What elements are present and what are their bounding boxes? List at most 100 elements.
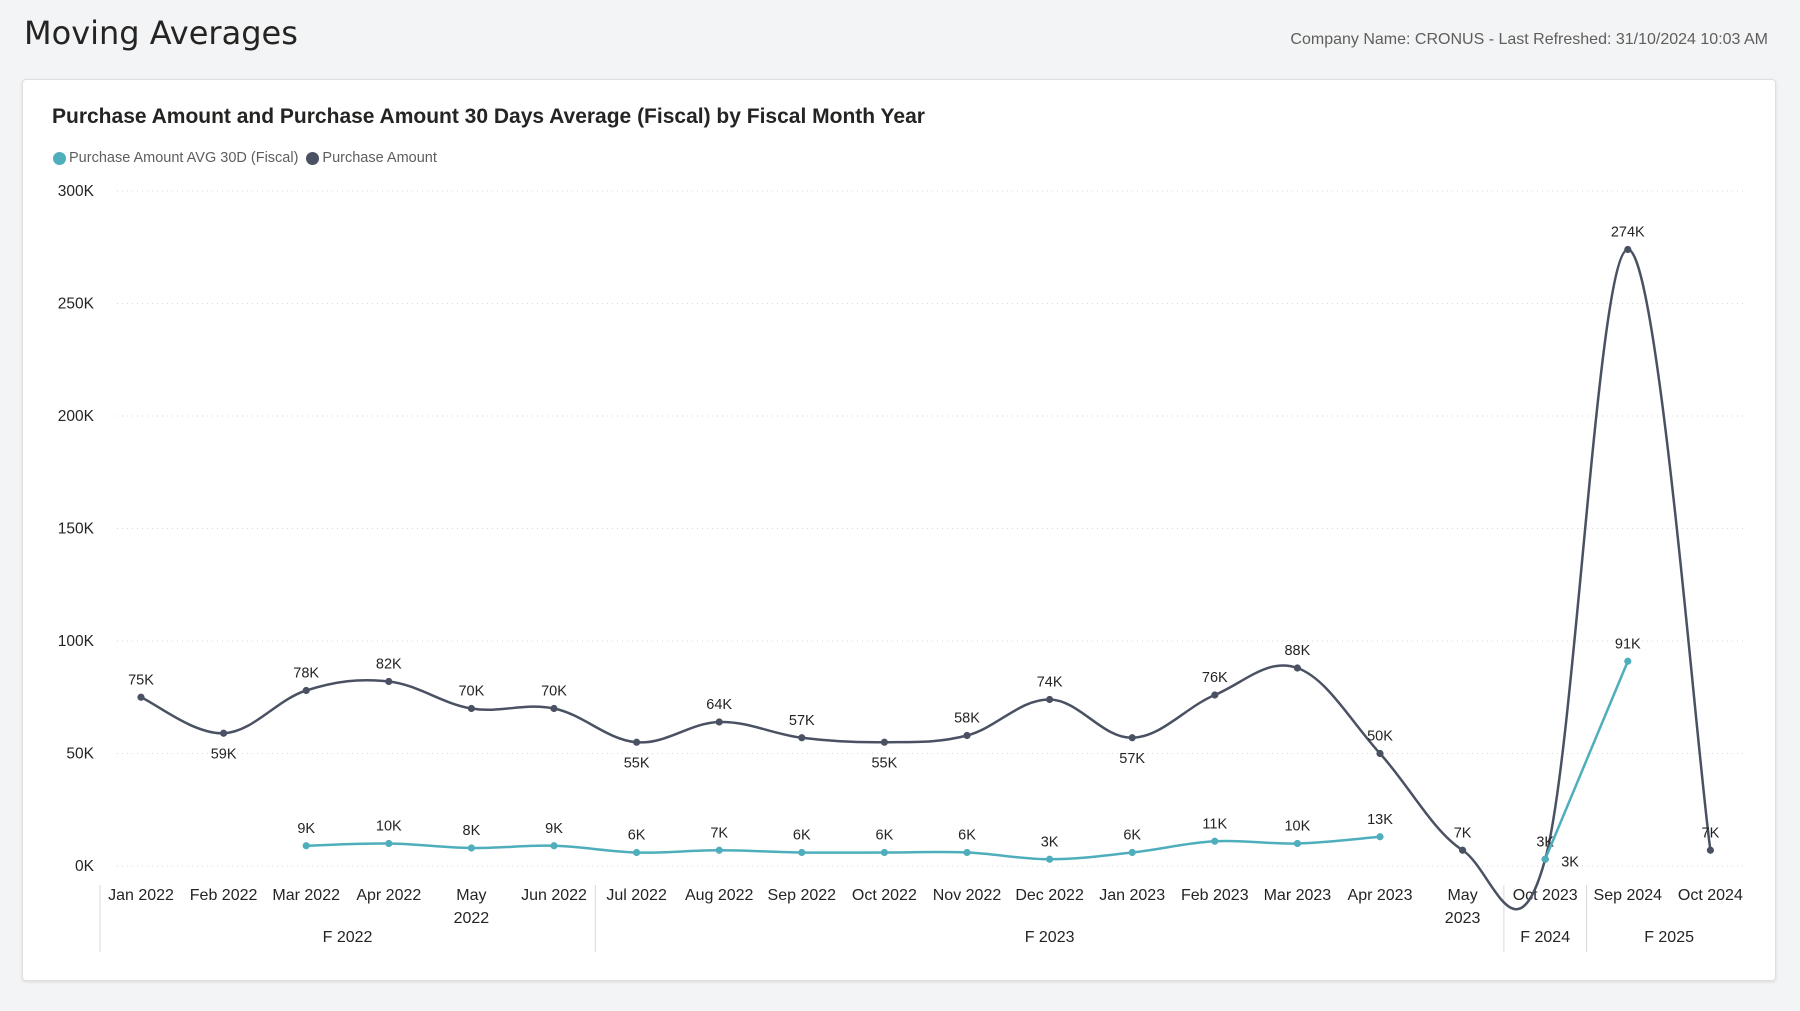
data-point-amount <box>1128 734 1136 742</box>
data-label-amount: 59K <box>211 746 237 762</box>
data-label-avg: 7K <box>710 825 728 841</box>
data-point-amount <box>1459 846 1467 854</box>
data-label-avg: 10K <box>1284 819 1310 835</box>
data-point-amount <box>550 704 558 713</box>
data-label-amount: 274K <box>1611 225 1645 241</box>
x-tick-label: Sep 2024 <box>1594 887 1663 904</box>
data-label-avg: 13K <box>1367 812 1393 828</box>
data-label-avg: 8K <box>463 823 481 839</box>
data-point-amount <box>715 718 723 726</box>
data-point-avg <box>633 848 641 857</box>
x-tick-label: Oct 2023 <box>1513 887 1578 904</box>
data-point-amount <box>302 686 310 695</box>
data-point-avg <box>1293 839 1301 848</box>
x-tick-label: Aug 2022 <box>685 887 754 904</box>
data-label-amount: 57K <box>789 713 815 729</box>
y-tick-label: 250K <box>58 296 95 313</box>
fiscal-group-label: F 2024 <box>1520 929 1570 946</box>
data-point-amount <box>963 731 971 740</box>
data-label-amount: 64K <box>706 697 732 713</box>
legend-label-amount: Purchase Amount <box>322 150 437 166</box>
page-title: Moving Averages <box>24 14 298 52</box>
data-point-amount <box>137 693 145 701</box>
data-point-avg <box>1624 657 1632 665</box>
data-point-amount <box>220 729 228 737</box>
data-label-avg: 11K <box>1202 816 1227 832</box>
refresh-info: Company Name: CRONUS - Last Refreshed: 3… <box>1290 31 1768 48</box>
x-tick-label: Jun 2022 <box>521 887 587 904</box>
data-point-amount <box>1376 749 1384 758</box>
data-point-amount <box>1624 245 1632 254</box>
data-label-amount: 57K <box>1119 751 1145 767</box>
x-tick-label: Feb 2022 <box>190 887 258 904</box>
data-point-avg <box>715 846 723 854</box>
data-label-avg: 6K <box>876 828 894 844</box>
x-tick-label: May <box>1447 887 1477 904</box>
y-tick-label: 150K <box>58 521 95 538</box>
x-tick-label: 2022 <box>454 910 490 927</box>
data-label-avg: 6K <box>958 828 976 844</box>
chart-title: Purchase Amount and Purchase Amount 30 D… <box>52 105 925 128</box>
x-tick-label: Mar 2023 <box>1264 887 1332 904</box>
data-label-avg: 6K <box>793 828 811 844</box>
y-tick-label: 200K <box>58 408 95 425</box>
line-chart[interactable]: 0K 50K 100K 150K 200K 250K 300K Jan 2022 Feb 202… <box>23 80 1775 980</box>
fiscal-group-label: F 2022 <box>323 929 373 946</box>
data-point-amount <box>798 734 806 742</box>
data-point-avg <box>880 848 889 857</box>
x-tick-label: Dec 2022 <box>1015 887 1084 904</box>
x-tick-label: Nov 2022 <box>933 887 1002 904</box>
data-point-amount <box>1046 695 1054 704</box>
data-label-amount: 55K <box>871 755 897 771</box>
data-point-amount <box>633 738 641 746</box>
data-point-amount <box>1293 664 1301 672</box>
x-tick-label: Oct 2022 <box>852 887 917 904</box>
legend-marker-avg <box>53 151 66 165</box>
chart-legend[interactable]: Purchase Amount AVG 30D (Fiscal) Purchas… <box>53 150 437 166</box>
x-tick-label: Apr 2023 <box>1348 887 1413 904</box>
data-label-amount: 50K <box>1367 729 1393 745</box>
data-point-avg <box>467 844 475 852</box>
x-tick-label: Mar 2022 <box>272 887 340 904</box>
data-label-avg: 10K <box>376 819 402 835</box>
legend-item-amount[interactable]: Purchase Amount <box>306 150 437 166</box>
data-label-amount: 70K <box>541 684 567 700</box>
y-tick-label: 0K <box>75 858 95 875</box>
x-tick-label: Sep 2022 <box>768 887 837 904</box>
data-point-avg <box>550 842 558 850</box>
fiscal-group-label: F 2023 <box>1025 929 1075 946</box>
data-point-amount <box>385 677 393 686</box>
data-label-amount: 78K <box>293 666 319 682</box>
data-point-avg <box>385 839 393 848</box>
x-tick-label: 2023 <box>1445 910 1481 927</box>
legend-label-avg: Purchase Amount AVG 30D (Fiscal) <box>69 150 299 166</box>
data-label-amount: 7K <box>1454 825 1472 841</box>
x-tick-label: Jan 2022 <box>108 887 174 904</box>
data-point-avg <box>798 848 806 857</box>
data-label-avg: 3K <box>1561 854 1579 870</box>
data-label-avg: 6K <box>1123 828 1141 844</box>
x-tick-label: Oct 2024 <box>1678 887 1743 904</box>
data-label-amount: 74K <box>1037 675 1063 691</box>
data-label-avg: 6K <box>628 828 646 844</box>
x-tick-label: Feb 2023 <box>1181 887 1249 904</box>
y-tick-label: 100K <box>58 633 95 650</box>
legend-item-avg[interactable]: Purchase Amount AVG 30D (Fiscal) <box>53 150 298 166</box>
data-label-amount: 55K <box>624 755 650 771</box>
data-label-avg: 91K <box>1615 636 1641 652</box>
data-label-amount: 88K <box>1284 643 1310 659</box>
data-point-avg <box>1211 837 1219 845</box>
fiscal-group-label: F 2025 <box>1644 929 1694 946</box>
data-label-amount: 76K <box>1202 670 1228 686</box>
data-point-avg <box>963 848 971 857</box>
y-tick-label: 300K <box>58 183 95 200</box>
series-line-amount <box>139 248 1712 911</box>
data-point-avg <box>302 842 310 850</box>
data-point-amount <box>1211 691 1219 699</box>
data-label-avg: 9K <box>297 821 315 837</box>
series-line-avg <box>1543 660 1630 861</box>
data-label-amount: 7K <box>1702 825 1720 841</box>
data-point-amount <box>467 704 475 713</box>
data-label-avg: 3K <box>1041 834 1059 850</box>
series-line-avg <box>304 835 1382 861</box>
